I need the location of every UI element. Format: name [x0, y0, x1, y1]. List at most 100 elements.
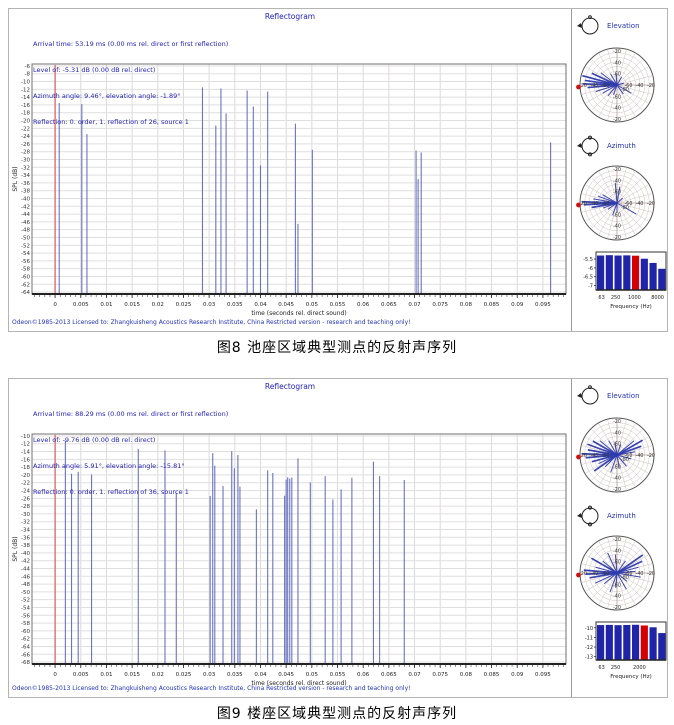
info-arrival-time: Arrival time: 53.19 ms (0.00 ms rel. dir… — [33, 40, 229, 49]
svg-text:-80: -80 — [621, 87, 629, 93]
svg-text:0.08: 0.08 — [460, 672, 473, 678]
cursor-info: Arrival time: 88.29 ms (0.00 ms rel. dir… — [33, 393, 228, 513]
svg-text:-56: -56 — [21, 613, 30, 619]
svg-text:-36: -36 — [21, 181, 30, 187]
svg-text:-40: -40 — [613, 548, 621, 554]
svg-text:-6.5: -6.5 — [583, 275, 593, 281]
svg-text:-20: -20 — [613, 605, 621, 611]
elevation-polar-plot: -20 -20 -20 -20 -40 -40 -40 -40 -60 -60 -60 -60 -80 — [573, 41, 661, 129]
svg-text:-20: -20 — [613, 235, 621, 241]
svg-text:-54: -54 — [21, 605, 30, 611]
license-footer: Odeon©1985-2013 Licensed to: Zhangkuishe… — [12, 319, 411, 326]
svg-text:250: 250 — [611, 665, 621, 671]
svg-text:-6: -6 — [25, 64, 31, 70]
info-reflection: Reflection: 0. order, 1. reflection of 3… — [33, 487, 189, 496]
svg-text:-10: -10 — [21, 80, 30, 86]
svg-text:0.09: 0.09 — [511, 672, 524, 678]
svg-text:0.065: 0.065 — [381, 302, 397, 308]
elevation-polar-plot: -20 -20 -20 -20 -40 -40 -40 -40 -60 -60 -60 -60 -80 — [573, 411, 661, 499]
svg-text:-20: -20 — [647, 453, 655, 459]
azimuth-polar-plot: -20 -20 -20 -20 -40 -40 -40 -40 -60 -60 -60 -60 -80 — [573, 529, 661, 617]
svg-text:-60: -60 — [625, 571, 633, 577]
svg-text:time (seconds rel. direct soun: time (seconds rel. direct sound) — [251, 310, 346, 317]
svg-text:-48: -48 — [21, 582, 30, 588]
svg-text:0.06: 0.06 — [357, 302, 370, 308]
direction-column: Elevation -20 -20 -20 -20 -40 -40 -40 -40 -60 -60… — [571, 9, 667, 331]
svg-text:-10: -10 — [585, 626, 593, 632]
svg-text:1000: 1000 — [628, 295, 641, 301]
svg-text:-34: -34 — [21, 173, 30, 179]
elevation-header: Elevation — [576, 385, 640, 407]
info-arrival-time: Arrival time: 88.29 ms (0.00 ms rel. dir… — [33, 410, 229, 419]
svg-text:-6: -6 — [588, 266, 593, 272]
svg-text:time (seconds rel. direct soun: time (seconds rel. direct sound) — [251, 680, 346, 687]
svg-text:-20: -20 — [613, 49, 621, 55]
svg-text:-60: -60 — [21, 274, 30, 280]
info-angles: Azimuth angle: 5.91°, elevation angle: -… — [33, 461, 185, 470]
svg-text:-42: -42 — [21, 559, 30, 565]
svg-text:0.045: 0.045 — [278, 672, 294, 678]
svg-text:0.025: 0.025 — [176, 302, 192, 308]
svg-text:-62: -62 — [21, 282, 30, 288]
azimuth-head-icon — [577, 135, 599, 157]
svg-text:-60: -60 — [613, 442, 621, 448]
svg-text:0.015: 0.015 — [124, 302, 140, 308]
info-level: Level of: -9.76 dB (0.00 dB rel. direct) — [33, 435, 156, 444]
svg-text:-20: -20 — [613, 167, 621, 173]
svg-text:-26: -26 — [21, 142, 30, 148]
svg-text:0.03: 0.03 — [203, 302, 216, 308]
figure-title: Reflectogram — [264, 12, 316, 21]
frequency-bar-chart: -5.5 -6 -6.5 -7 63 250 1000 8000 Frequency (Hz) — [572, 249, 668, 311]
svg-text:-34: -34 — [21, 528, 30, 534]
svg-text:-46: -46 — [21, 220, 30, 226]
svg-text:0.065: 0.065 — [381, 672, 397, 678]
svg-text:-54: -54 — [21, 251, 30, 257]
svg-text:0.045: 0.045 — [278, 302, 294, 308]
svg-text:SPL (dB): SPL (dB) — [12, 536, 19, 561]
svg-text:-50: -50 — [21, 590, 30, 596]
svg-text:-12: -12 — [585, 645, 593, 651]
azimuth-header: Azimuth — [576, 505, 636, 527]
svg-text:-40: -40 — [613, 60, 621, 66]
svg-text:0.07: 0.07 — [408, 672, 421, 678]
svg-text:-40: -40 — [636, 571, 644, 577]
svg-text:63: 63 — [598, 665, 604, 671]
svg-text:0.055: 0.055 — [330, 672, 346, 678]
svg-text:-60: -60 — [602, 201, 610, 207]
svg-text:-8: -8 — [25, 72, 31, 78]
svg-text:-13: -13 — [585, 655, 593, 661]
svg-text:-20: -20 — [647, 83, 655, 89]
frequency-bar-chart: -10 -11 -12 -13 63 250 2000 Frequency (Hz) — [572, 619, 668, 681]
svg-text:-40: -40 — [636, 201, 644, 207]
svg-text:0.025: 0.025 — [176, 672, 192, 678]
svg-text:0.03: 0.03 — [203, 672, 216, 678]
reflectogram-chart-2[interactable]: -10 -12 -14 -16 -18 -20 -22 -24 -26 -28 -30 -32 -34-… — [9, 379, 571, 691]
svg-text:-56: -56 — [21, 259, 30, 265]
cursor-info: Arrival time: 53.19 ms (0.00 ms rel. dir… — [33, 23, 228, 143]
svg-text:-40: -40 — [636, 453, 644, 459]
svg-text:-68: -68 — [21, 660, 30, 666]
svg-text:-40: -40 — [613, 178, 621, 184]
svg-text:-30: -30 — [21, 512, 30, 518]
svg-text:-20: -20 — [579, 571, 587, 577]
svg-text:0.09: 0.09 — [511, 302, 524, 308]
svg-text:0: 0 — [53, 302, 57, 308]
svg-text:-40: -40 — [636, 83, 644, 89]
figure-title: Reflectogram — [264, 382, 316, 391]
svg-text:-50: -50 — [21, 235, 30, 241]
svg-text:-80: -80 — [621, 457, 629, 463]
svg-text:-80: -80 — [621, 205, 629, 211]
elevation-label: Elevation — [607, 22, 640, 30]
svg-text:-42: -42 — [21, 204, 30, 210]
reflectogram-chart-1[interactable]: -6 -8 -10 -12 -14 -16 -18 -20 -22 -24 -26 -28 -30 -32… — [9, 9, 571, 321]
svg-text:-60: -60 — [613, 582, 621, 588]
svg-text:-18: -18 — [21, 111, 30, 117]
svg-text:-60: -60 — [613, 190, 621, 196]
svg-text:0.04: 0.04 — [254, 302, 267, 308]
svg-text:-60: -60 — [625, 83, 633, 89]
reflectogram-panel-2: -10 -12 -14 -16 -18 -20 -22 -24 -26 -28 -30 -32 -34-… — [8, 378, 668, 698]
elevation-head-icon — [577, 385, 599, 405]
svg-text:-7: -7 — [588, 284, 593, 290]
figure-caption-9: 图9 楼座区域典型测点的反射声序列 — [216, 706, 458, 722]
svg-text:-60: -60 — [21, 629, 30, 635]
